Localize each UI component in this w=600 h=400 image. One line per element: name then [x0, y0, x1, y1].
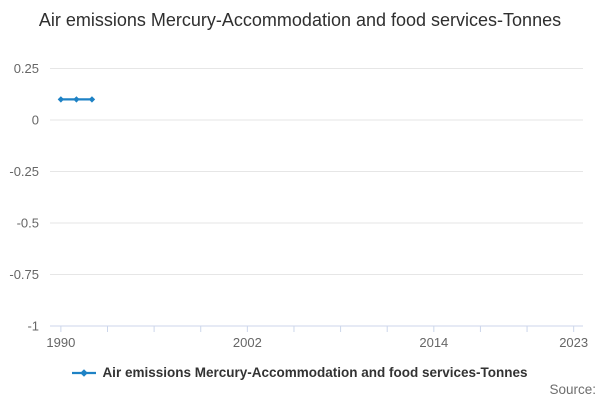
legend-label: Air emissions Mercury-Accommodation and …: [102, 365, 528, 380]
y-tick-label: 0.25: [14, 61, 39, 76]
source-label: Source:: [549, 382, 596, 397]
y-tick-label: -0.25: [9, 164, 39, 179]
y-tick-label: -1: [27, 319, 39, 334]
legend-marker-icon: [72, 368, 97, 377]
x-tick-label: 2002: [233, 335, 262, 350]
series-marker: [73, 96, 80, 103]
series-marker: [57, 96, 65, 103]
x-tick-label: 2014: [419, 335, 448, 350]
chart-title: Air emissions Mercury-Accommodation and …: [38, 10, 562, 30]
y-tick-label: -0.75: [9, 267, 39, 282]
y-tick-label: 0: [32, 113, 39, 128]
x-tick-label: 1990: [46, 335, 75, 350]
legend-item[interactable]: Air emissions Mercury-Accommodation and …: [0, 365, 600, 380]
legend-diamond: [80, 368, 89, 377]
y-tick-label: -0.5: [17, 216, 39, 231]
series-marker: [88, 96, 96, 103]
x-tick-label: 2023: [559, 335, 588, 350]
